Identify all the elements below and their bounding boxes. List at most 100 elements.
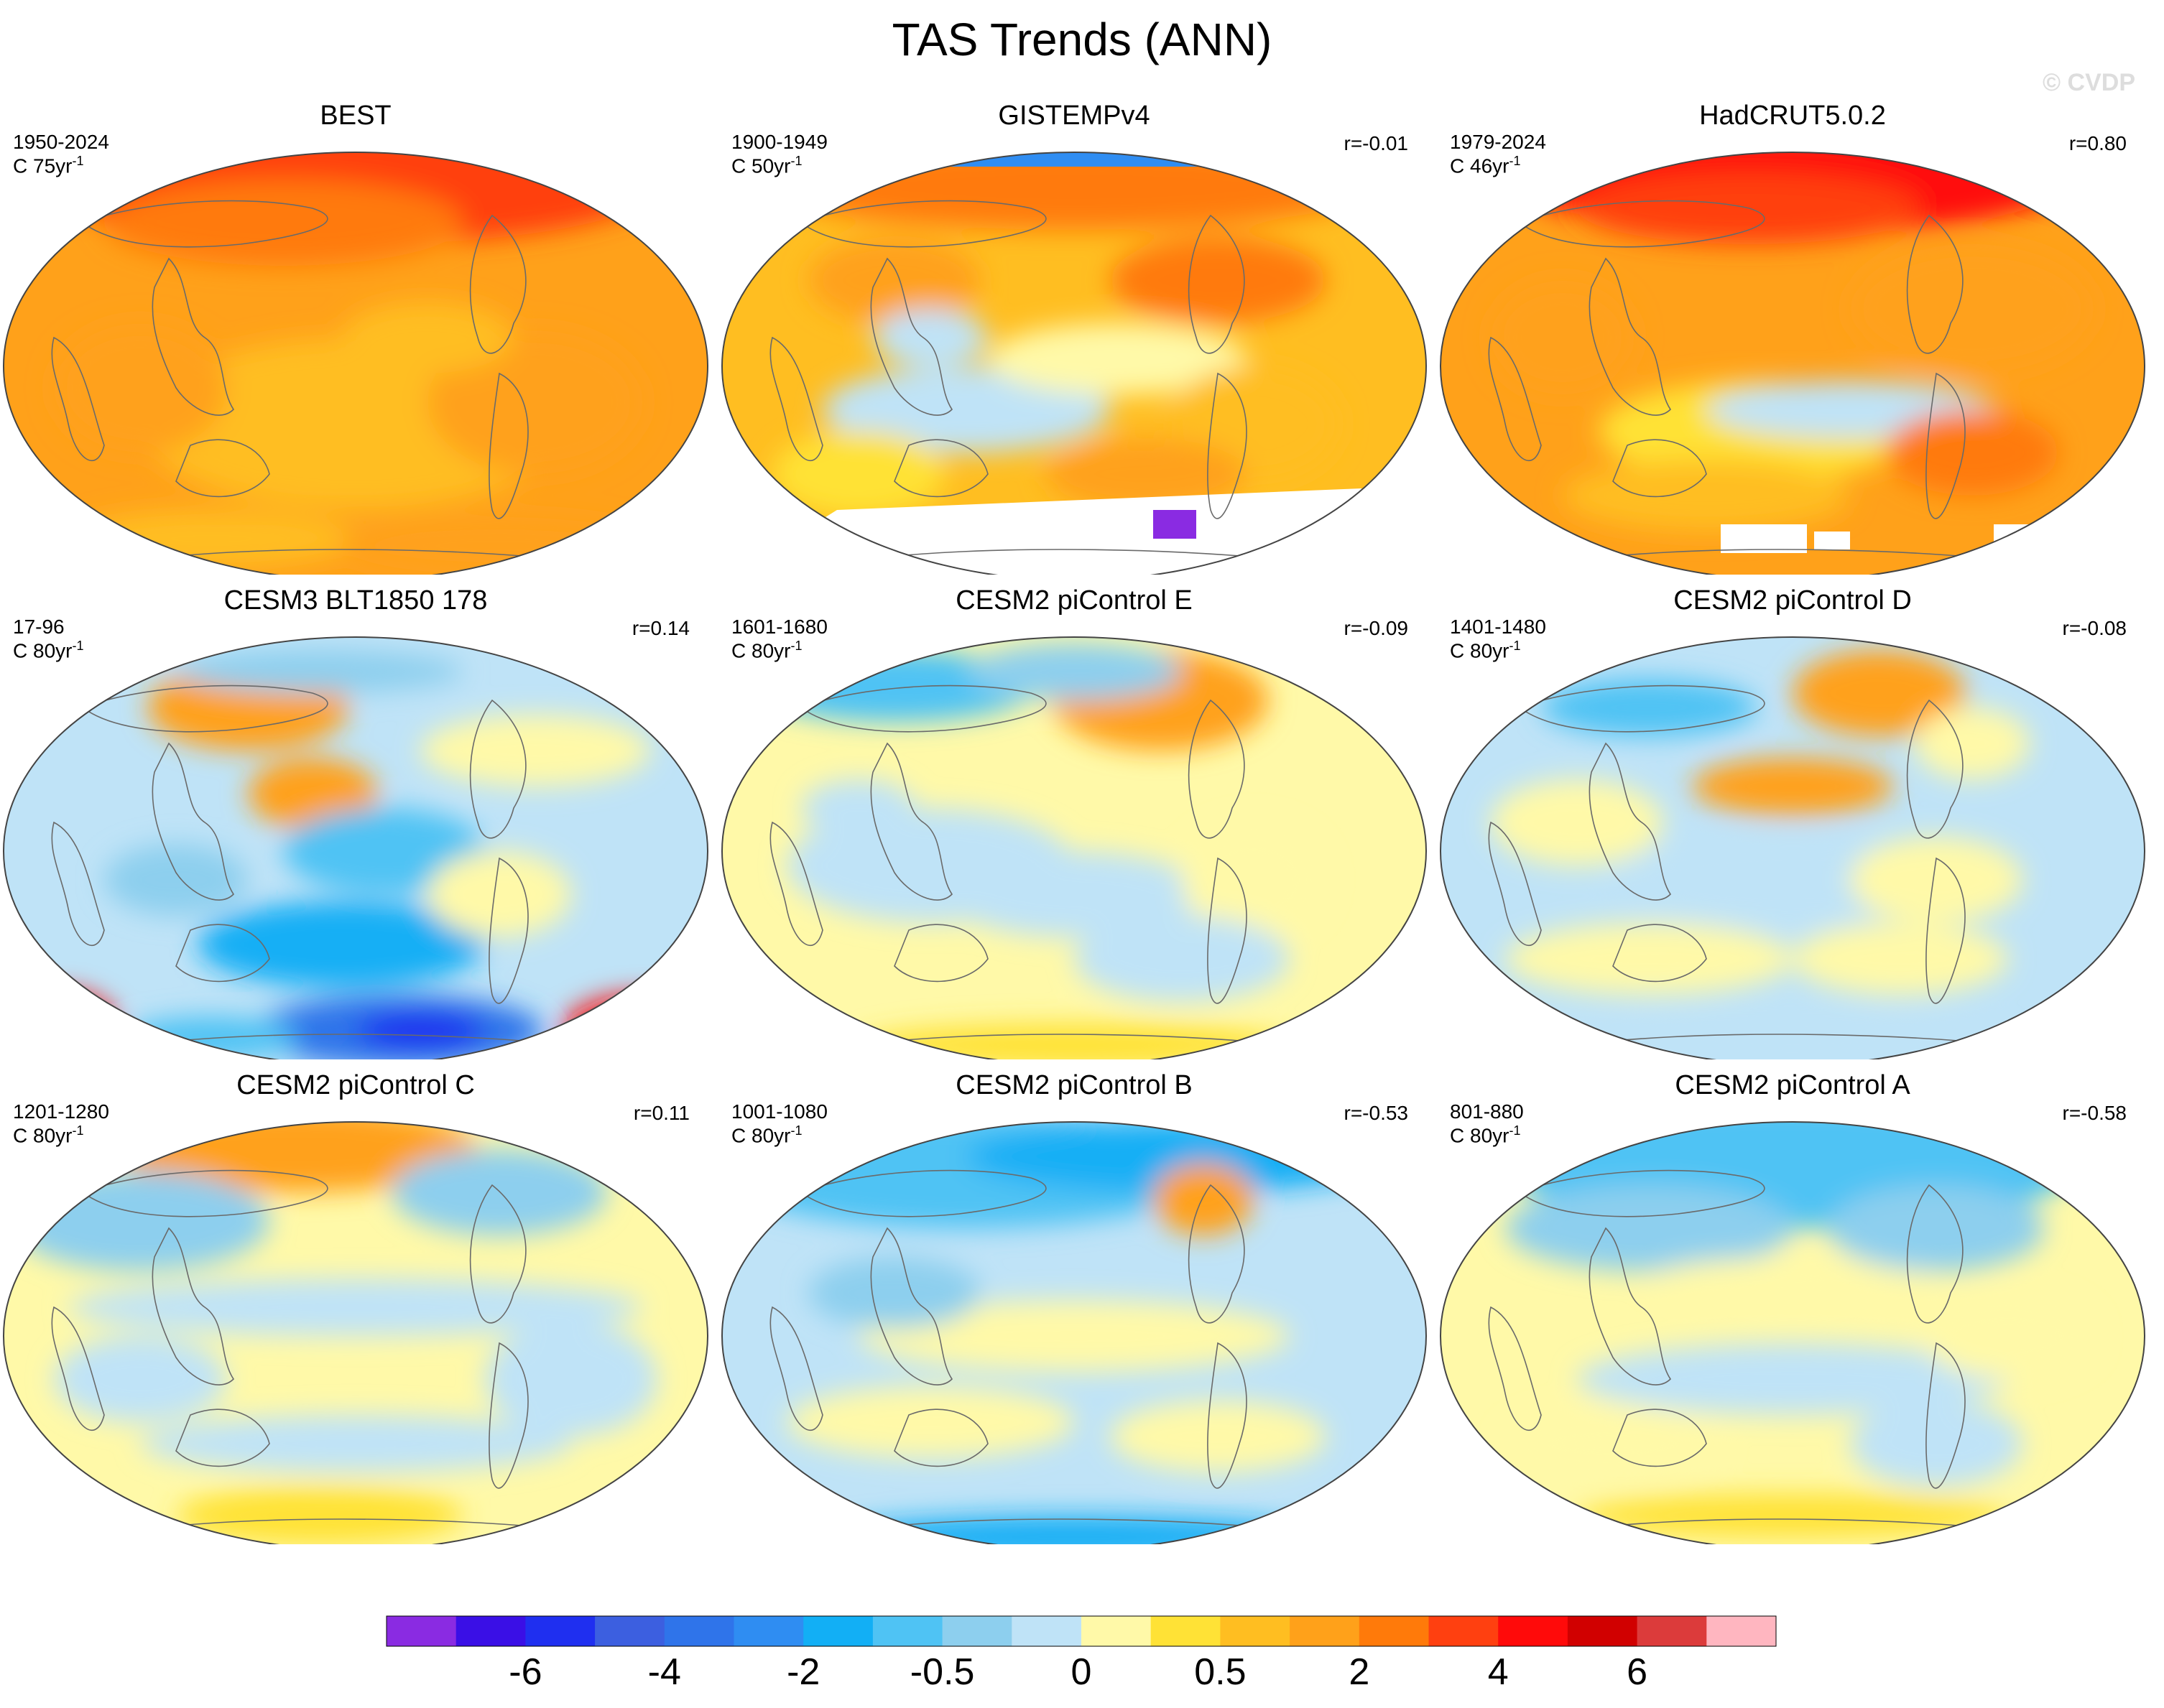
trend-anomaly-blob <box>1505 1408 1721 1480</box>
units-exponent: -1 <box>72 154 84 168</box>
trend-anomaly-blob <box>11 1171 269 1271</box>
trend-anomaly-patch <box>1153 510 1196 539</box>
coastline <box>51 336 105 461</box>
trend-anomaly-blob <box>1922 1293 2094 1379</box>
colorbar-swatch <box>1428 1616 1499 1646</box>
colorbar-tick-label: 0.5 <box>1194 1651 1246 1693</box>
panel-period: 1900-1949 <box>731 131 828 153</box>
units-exponent: -1 <box>790 154 803 168</box>
coastline <box>1207 372 1247 519</box>
units-prefix: C 80yr <box>1450 639 1509 662</box>
trend-anomaly-blob <box>1182 822 1326 937</box>
colorbar-swatch <box>525 1616 596 1646</box>
panel-period: 1950-2024 <box>13 131 109 153</box>
units-prefix: C 80yr <box>1450 1124 1509 1147</box>
pattern-correlation: r=-0.08 <box>2062 617 2127 639</box>
panel-period: 801-880 <box>1450 1100 1524 1123</box>
colorbar-tick-label: 0 <box>1071 1651 1092 1693</box>
map-panel: CESM2 piControl B 1001-1080 C 80yr-1 r=-0.5… <box>718 1070 1430 1544</box>
panel-period: 17-96 <box>13 616 65 638</box>
trend-anomaly-blob <box>1793 923 2008 995</box>
coastline <box>800 684 1047 733</box>
trend-anomaly-blob <box>198 901 485 988</box>
coastline <box>469 1184 527 1324</box>
map-figure <box>1440 1121 2145 1544</box>
map-figure <box>1440 636 2145 1059</box>
trend-anomaly-blob <box>54 323 226 452</box>
pattern-correlation: r=-0.01 <box>1344 132 1409 154</box>
trend-anomaly-blob <box>284 808 485 894</box>
missing-data-region <box>1814 532 1850 549</box>
colorbar-swatch <box>1081 1616 1152 1646</box>
units-prefix: C 75yr <box>13 154 73 177</box>
trend-anomaly-blob <box>68 510 356 567</box>
coastline <box>800 200 1047 248</box>
trend-anomaly-blob <box>621 1020 693 1049</box>
map-outline <box>721 152 1427 575</box>
colorbar-swatch <box>1637 1616 1707 1646</box>
units-prefix: C 46yr <box>1450 154 1509 177</box>
pattern-correlation: r=-0.58 <box>2062 1102 2127 1124</box>
map-outline <box>721 1121 1427 1544</box>
coastline <box>870 742 953 901</box>
units-exponent: -1 <box>1509 639 1521 653</box>
panel-period: 1601-1680 <box>731 616 828 638</box>
trend-anomaly-blob <box>1110 1401 1326 1472</box>
panel-units: C 75yr-1 <box>13 154 83 177</box>
trend-anomaly-blob <box>1491 280 1634 395</box>
map-panel: BEST 1950-2024 C 75yr-1 <box>0 101 711 575</box>
map-outline <box>721 636 1427 1059</box>
trend-anomaly-blob <box>341 517 657 575</box>
coastline <box>1612 924 1707 983</box>
colorbar-tick-label: -4 <box>648 1651 681 1693</box>
colorbar-swatch <box>595 1616 665 1646</box>
coastline <box>489 857 529 1004</box>
trend-anomaly-blob <box>801 779 916 837</box>
coastline <box>1612 1408 1707 1467</box>
coastline <box>1925 372 1966 519</box>
coastline <box>152 257 235 416</box>
map-figure <box>3 152 708 575</box>
trend-anomaly-blob <box>1850 837 2022 923</box>
trend-anomaly-blob <box>808 237 981 323</box>
trend-anomaly-blob <box>4 991 119 1059</box>
colorbar-swatch <box>872 1616 943 1646</box>
trend-anomaly-blob <box>1649 1257 1936 1300</box>
colorbar-swatch <box>1359 1616 1429 1646</box>
trend-anomaly-blob <box>945 851 1203 937</box>
coastline <box>1925 1342 1966 1489</box>
trend-anomaly-blob <box>808 1257 981 1329</box>
trend-anomaly-blob <box>988 323 1247 395</box>
coastline <box>1188 699 1245 839</box>
map-figure <box>721 636 1427 1059</box>
trend-anomaly-blob <box>1886 409 2058 496</box>
trend-anomaly-blob <box>823 1516 1326 1544</box>
trend-anomaly-blob <box>1074 916 1290 1002</box>
trend-anomaly-blob <box>772 431 945 517</box>
units-exponent: -1 <box>72 639 84 653</box>
units-exponent: -1 <box>790 639 803 653</box>
map-outline <box>3 636 708 1059</box>
trend-anomaly-blob <box>1045 438 1247 510</box>
coastline <box>1188 1184 1245 1324</box>
cvdp-watermark: © CVDP <box>2043 69 2135 96</box>
map-figure <box>1440 152 2145 575</box>
trend-anomaly-blob <box>68 1278 643 1336</box>
units-prefix: C 80yr <box>731 639 791 662</box>
coastline <box>175 439 270 498</box>
trend-anomaly-blob <box>1110 237 1326 323</box>
panel-title: CESM2 piControl D <box>1673 585 1912 616</box>
coastline <box>870 257 953 416</box>
coastline <box>894 1408 989 1467</box>
colorbar-figure: -6 -4 -2 -0.5 0 0.5 2 4 6 <box>386 1615 1777 1693</box>
panel-period: 1001-1080 <box>731 1100 828 1123</box>
colorbar-swatch <box>1012 1616 1082 1646</box>
coastline <box>1589 1227 1672 1386</box>
panel-units: C 80yr-1 <box>731 639 802 662</box>
trend-anomaly-blob <box>1505 923 1793 995</box>
coastline <box>152 742 235 901</box>
units-exponent: -1 <box>1509 154 1521 168</box>
trend-anomaly-blob <box>176 1487 463 1544</box>
trend-anomaly-blob <box>1850 244 2094 373</box>
colorbar-swatch <box>1290 1616 1360 1646</box>
